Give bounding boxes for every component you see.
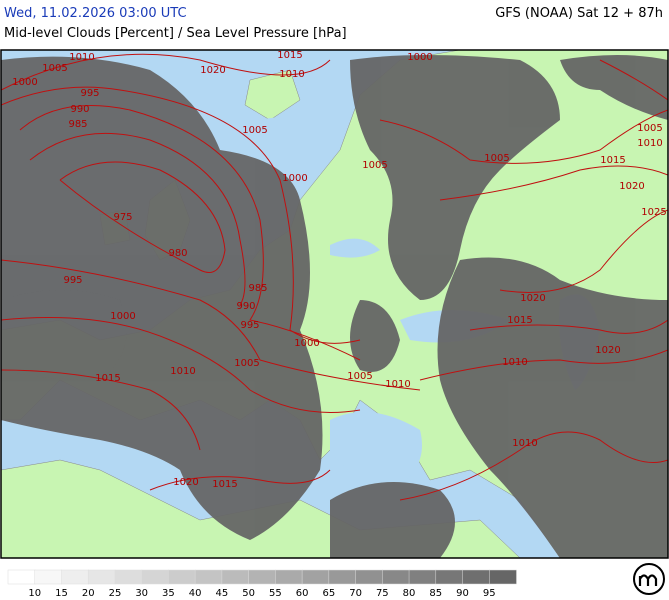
isobar-label: 995 bbox=[80, 88, 99, 99]
legend-label: 50 bbox=[242, 588, 255, 599]
legend-swatch bbox=[301, 569, 330, 585]
legend-label: 55 bbox=[269, 588, 282, 599]
isobar-label: 1020 bbox=[619, 181, 644, 192]
legend-label: 75 bbox=[376, 588, 389, 599]
isobar-label: 1000 bbox=[294, 338, 319, 349]
isobar-label: 1010 bbox=[637, 138, 662, 149]
isobar-label: 1005 bbox=[362, 160, 387, 171]
isobar-label: 995 bbox=[63, 275, 82, 286]
isobar-label: 980 bbox=[168, 248, 187, 259]
legend-label: 40 bbox=[189, 588, 202, 599]
isobar-label: 975 bbox=[113, 212, 132, 223]
legend-swatch bbox=[328, 569, 357, 585]
legend-swatch bbox=[114, 569, 143, 585]
legend-swatch bbox=[194, 569, 223, 585]
legend-label: 45 bbox=[216, 588, 229, 599]
isobar-label: 1025 bbox=[641, 207, 666, 218]
isobar-label: 1015 bbox=[600, 155, 625, 166]
isobar-label: 1010 bbox=[385, 379, 410, 390]
isobar-label: 995 bbox=[240, 320, 259, 331]
isobar-label: 1010 bbox=[502, 357, 527, 368]
legend-swatch bbox=[61, 569, 89, 585]
isobar-label: 1000 bbox=[110, 311, 135, 322]
isobar-label: 1015 bbox=[507, 315, 532, 326]
legend-swatch bbox=[462, 569, 491, 585]
isobar-label: 1000 bbox=[12, 77, 37, 88]
model-label: GFS (NOAA) Sat 12 + 87h bbox=[495, 6, 663, 21]
isobar-label: 1000 bbox=[407, 52, 432, 63]
logo bbox=[633, 563, 665, 595]
legend-label: 60 bbox=[296, 588, 309, 599]
legend-swatch bbox=[141, 569, 170, 585]
legend-label: 85 bbox=[429, 588, 442, 599]
isobar-label: 1005 bbox=[242, 125, 267, 136]
legend-label: 35 bbox=[162, 588, 175, 599]
isobar-label: 1005 bbox=[234, 358, 259, 369]
map-frame bbox=[0, 49, 669, 559]
legend-swatch bbox=[489, 569, 517, 585]
isobar-label: 1010 bbox=[69, 52, 94, 63]
logo-glyph bbox=[638, 574, 658, 586]
legend-swatch bbox=[382, 569, 410, 585]
date-label: Wed, 11.02.2026 03:00 UTC bbox=[4, 6, 187, 21]
legend-label: 80 bbox=[403, 588, 416, 599]
clouds bbox=[1, 55, 668, 558]
isobar-label: 1005 bbox=[484, 153, 509, 164]
isobar-label: 1010 bbox=[512, 438, 537, 449]
legend-swatch bbox=[221, 569, 250, 585]
legend-swatch bbox=[408, 569, 437, 585]
isobar-label: 1010 bbox=[279, 69, 304, 80]
legend-swatch bbox=[275, 569, 303, 585]
legend-label: 70 bbox=[349, 588, 362, 599]
legend-label: 20 bbox=[82, 588, 95, 599]
isobar-label: 1015 bbox=[212, 479, 237, 490]
legend-label: 25 bbox=[109, 588, 122, 599]
isobar-label: 1020 bbox=[200, 65, 225, 76]
legend-label: 15 bbox=[55, 588, 68, 599]
legend-swatch bbox=[7, 569, 36, 585]
isobar-label: 985 bbox=[68, 119, 87, 130]
legend-swatch bbox=[248, 569, 277, 585]
isobar-label: 990 bbox=[236, 301, 255, 312]
legend-swatch bbox=[355, 569, 384, 585]
isobar-label: 1005 bbox=[637, 123, 662, 134]
isobar-label: 1000 bbox=[282, 173, 307, 184]
legend-label: 10 bbox=[28, 588, 41, 599]
isobar-label: 1020 bbox=[595, 345, 620, 356]
isobar-label: 1015 bbox=[95, 373, 120, 384]
isobar-labels: 1010 1015 1000 1005 1020 1010 1000 995 990 985 100… bbox=[12, 50, 666, 490]
isobar-label: 990 bbox=[70, 104, 89, 115]
isobar-label: 1005 bbox=[347, 371, 372, 382]
legend-swatch bbox=[435, 569, 464, 585]
isobar-label: 1005 bbox=[42, 63, 67, 74]
isobar-label: 1020 bbox=[173, 477, 198, 488]
legend-swatch bbox=[87, 569, 116, 585]
map-layer: 1010 1015 1000 1005 1020 1010 1000 995 990 985 100… bbox=[1, 50, 668, 558]
isobars bbox=[1, 53, 668, 501]
legend-swatch bbox=[168, 569, 196, 585]
isobar-label: 985 bbox=[248, 283, 267, 294]
isobar-label: 1020 bbox=[520, 293, 545, 304]
legend-label: 95 bbox=[483, 588, 496, 599]
legend-label: 30 bbox=[135, 588, 148, 599]
legend-swatch bbox=[34, 569, 63, 585]
subtitle: Mid-level Clouds [Percent] / Sea Level P… bbox=[4, 26, 347, 41]
legend-label: 65 bbox=[322, 588, 335, 599]
isobar-label: 1015 bbox=[277, 50, 302, 61]
legend: 10 15 20 25 30 35 40 45 50 55 60 65 70 75 80 85 90 95 bbox=[7, 569, 517, 599]
legend-label: 90 bbox=[456, 588, 469, 599]
isobar-label: 1010 bbox=[170, 366, 195, 377]
